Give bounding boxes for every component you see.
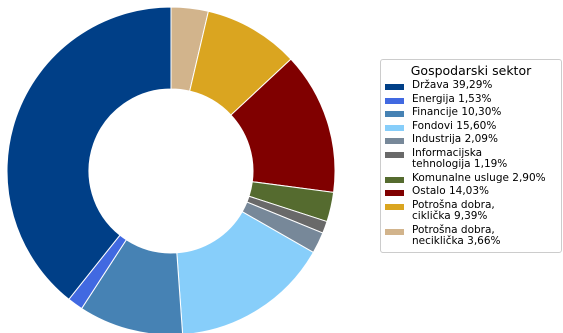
legend-item: Informacijska tehnologija 1,19% — [385, 148, 557, 171]
legend-label: Ostalo 14,03% — [412, 186, 489, 198]
legend-label: Država 39,29% — [412, 80, 492, 92]
legend-swatch — [385, 125, 404, 131]
legend-label: Informacijska tehnologija 1,19% — [412, 148, 507, 171]
legend-swatch — [385, 138, 404, 144]
legend: Gospodarski sektor Država 39,29% Energija… — [380, 59, 562, 253]
legend-label: Energija 1,53% — [412, 94, 492, 106]
legend-swatch — [385, 152, 404, 158]
legend-item: Energija 1,53% — [385, 94, 557, 106]
legend-item: Fondovi 15,60% — [385, 121, 557, 133]
legend-swatch — [385, 190, 404, 196]
legend-swatch — [385, 111, 404, 117]
legend-label: Potrošna dobra, ciklička 9,39% — [412, 200, 495, 223]
legend-item: Potrošna dobra, neciklička 3,66% — [385, 225, 557, 248]
legend-swatch — [385, 229, 404, 235]
legend-item: Država 39,29% — [385, 80, 557, 92]
legend-title: Gospodarski sektor — [385, 63, 557, 78]
legend-label: Financije 10,30% — [412, 107, 501, 119]
legend-label: Potrošna dobra, neciklička 3,66% — [412, 225, 501, 248]
legend-swatch — [385, 98, 404, 104]
legend-items: Država 39,29% Energija 1,53% Financije 10,… — [385, 80, 557, 248]
legend-swatch — [385, 84, 404, 90]
legend-label: Fondovi 15,60% — [412, 121, 496, 133]
legend-item: Industrija 2,09% — [385, 134, 557, 146]
legend-item: Financije 10,30% — [385, 107, 557, 119]
legend-item: Potrošna dobra, ciklička 9,39% — [385, 200, 557, 223]
legend-swatch — [385, 204, 404, 210]
legend-label: Industrija 2,09% — [412, 134, 498, 146]
legend-swatch — [385, 177, 404, 183]
legend-item: Komunalne usluge 2,90% — [385, 173, 557, 185]
legend-item: Ostalo 14,03% — [385, 186, 557, 198]
donut-chart — [0, 0, 370, 333]
legend-label: Komunalne usluge 2,90% — [412, 173, 546, 185]
